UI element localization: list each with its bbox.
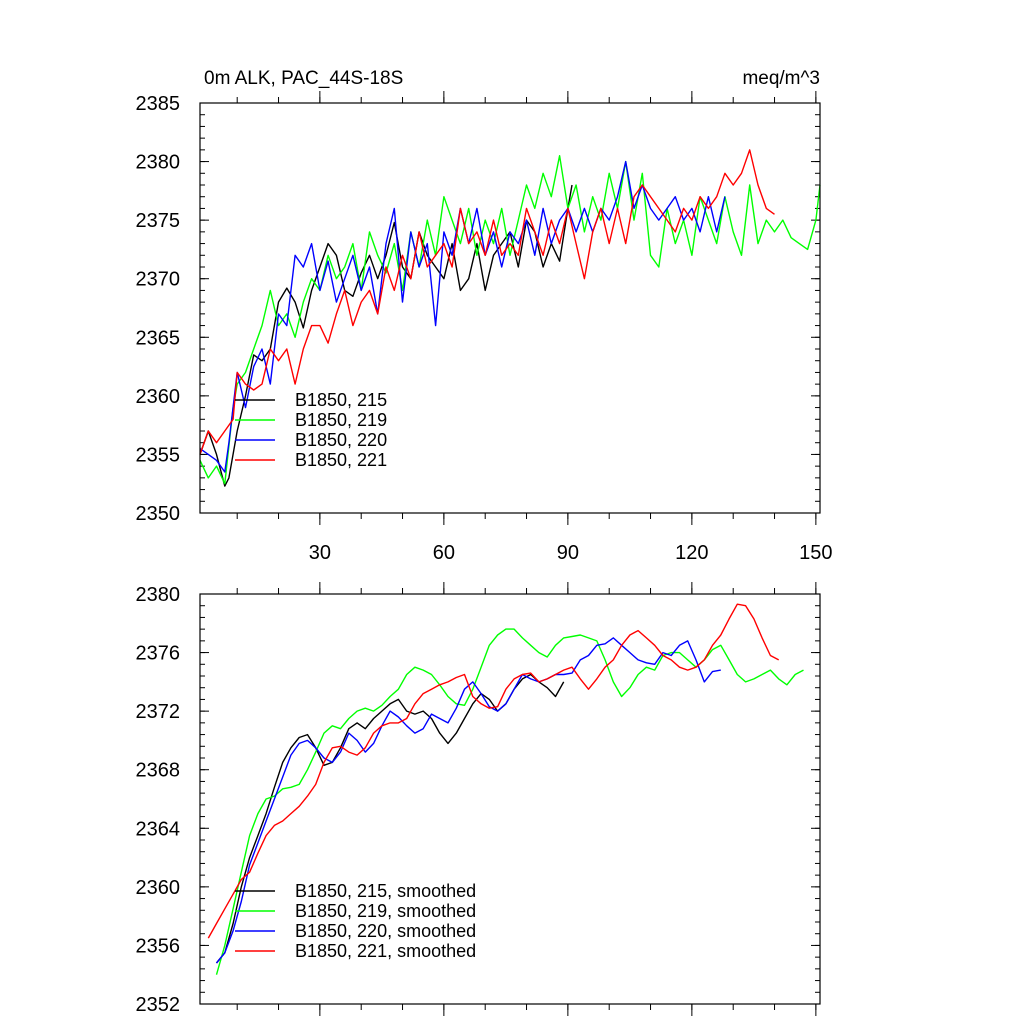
- top-panel-title: 0m ALK, PAC_44S-18S: [204, 68, 403, 89]
- series-line-1: [199, 154, 821, 485]
- y-tick-label: 2368: [136, 760, 181, 782]
- y-tick-label: 2375: [136, 210, 181, 232]
- legend-label-1: B1850, 219: [295, 410, 387, 430]
- top-panel-units: meq/m^3: [742, 68, 820, 89]
- top-panel-ticks: [200, 91, 820, 525]
- legend-label-2: B1850, 220, smoothed: [295, 921, 476, 941]
- y-tick-label: 2380: [136, 584, 181, 606]
- x-tick-label: 60: [433, 542, 455, 564]
- legend-label-0: B1850, 215: [295, 390, 387, 410]
- legend-label-0: B1850, 215, smoothed: [295, 881, 476, 901]
- x-tick-label: 90: [557, 542, 579, 564]
- x-tick-label: 120: [675, 542, 708, 564]
- y-tick-label: 2385: [136, 93, 181, 115]
- y-tick-label: 2365: [136, 327, 181, 349]
- y-tick-label: 2370: [136, 269, 181, 291]
- y-tick-label: 2350: [136, 503, 181, 525]
- top-panel-series: [199, 149, 821, 487]
- top-panel-frame: [199, 102, 821, 514]
- bottom-panel: 2352 2356 2360 2364 2368 2372 2376 2380 B1850, …: [136, 582, 821, 1016]
- bottom-panel-frame: [199, 593, 821, 1005]
- y-tick-label: 2352: [136, 994, 181, 1016]
- series-line-3: [207, 603, 780, 939]
- legend-label-3: B1850, 221, smoothed: [295, 941, 476, 961]
- series-line-3: [199, 149, 775, 455]
- x-tick-label: 150: [799, 542, 832, 564]
- y-tick-label: 2360: [136, 386, 181, 408]
- top-panel-tick-labels: 2350 2355 2360 2365 2370 2375 2380 2385 30 60 90 12…: [136, 93, 833, 564]
- y-tick-label: 2364: [136, 818, 181, 840]
- y-tick-label: 2355: [136, 444, 181, 466]
- legend-label-3: B1850, 221: [295, 450, 387, 470]
- legend-label-1: B1850, 219, smoothed: [295, 901, 476, 921]
- bottom-panel-ticks: [200, 582, 820, 1016]
- y-tick-label: 2376: [136, 643, 181, 665]
- y-tick-label: 2356: [136, 935, 181, 957]
- top-panel: 0m ALK, PAC_44S-18S meq/m^3 2350 2355 2360…: [136, 68, 833, 564]
- y-tick-label: 2380: [136, 152, 181, 174]
- bottom-panel-tick-labels: 2352 2356 2360 2364 2368 2372 2376 2380: [136, 584, 181, 1016]
- y-tick-label: 2360: [136, 877, 181, 899]
- x-tick-label: 30: [309, 542, 331, 564]
- legend-label-2: B1850, 220: [295, 430, 387, 450]
- bottom-panel-series: [207, 603, 804, 975]
- y-tick-label: 2372: [136, 701, 181, 723]
